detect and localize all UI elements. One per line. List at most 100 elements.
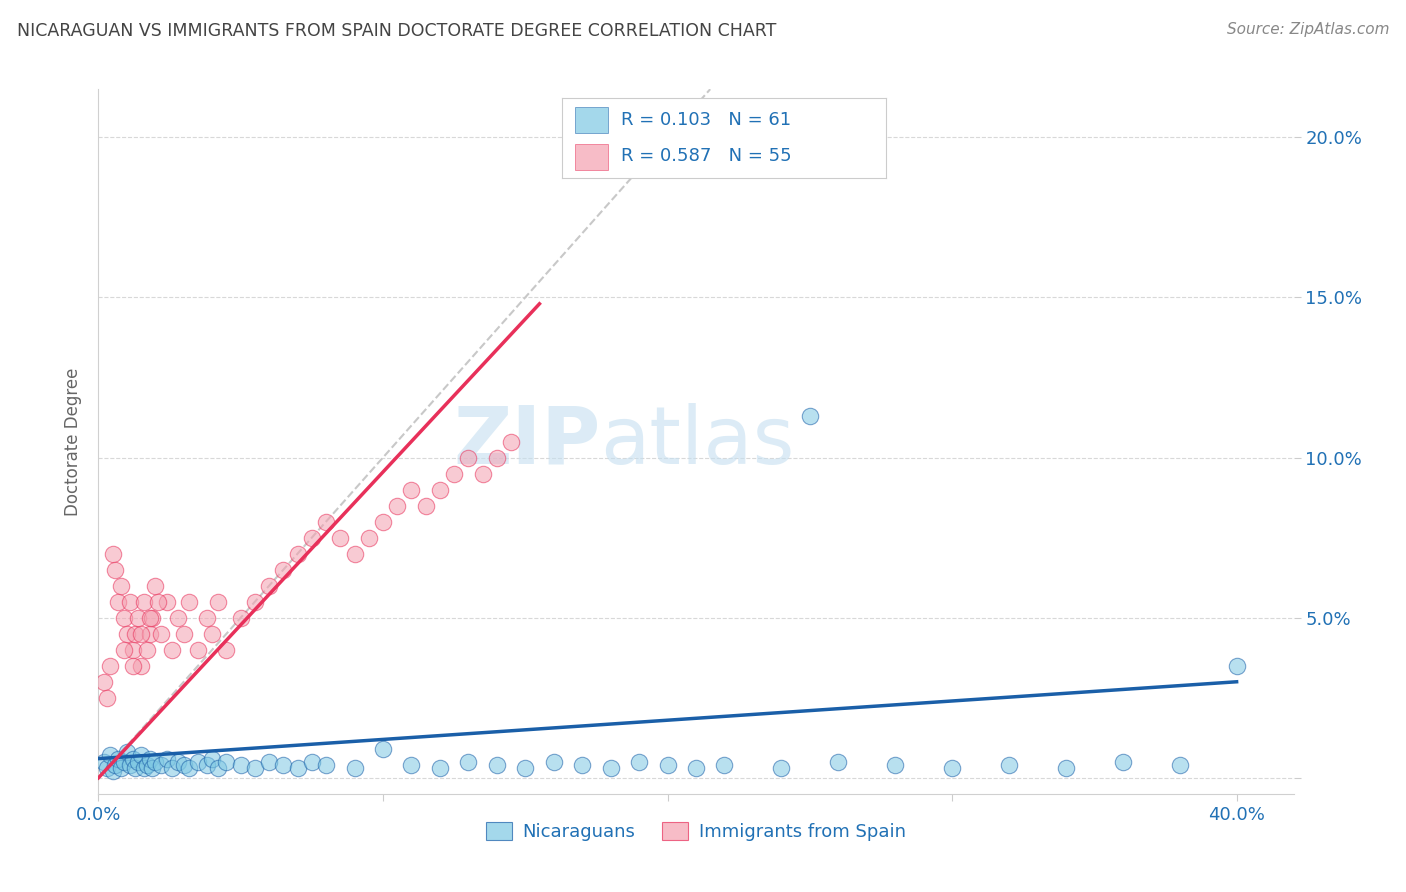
Point <box>112 755 135 769</box>
Point <box>301 531 323 545</box>
Text: atlas: atlas <box>600 402 794 481</box>
Point <box>195 758 218 772</box>
Text: ZIP: ZIP <box>453 402 600 481</box>
Point <box>156 751 179 765</box>
Point <box>329 531 352 545</box>
Point <box>129 748 152 763</box>
Point <box>201 626 224 640</box>
Point <box>118 595 141 609</box>
Point <box>827 755 849 769</box>
Point <box>93 755 115 769</box>
Point <box>187 755 209 769</box>
Point <box>884 758 907 772</box>
Text: R = 0.103   N = 61: R = 0.103 N = 61 <box>620 112 790 129</box>
Point <box>515 761 537 775</box>
Point <box>121 642 143 657</box>
Point <box>98 748 121 763</box>
Point <box>207 595 229 609</box>
Point <box>401 758 423 772</box>
Point <box>135 758 157 772</box>
Point <box>443 467 465 481</box>
Point <box>485 450 508 465</box>
Point <box>115 745 138 759</box>
Point <box>429 483 451 497</box>
Point <box>273 563 295 577</box>
Point <box>129 626 152 640</box>
Point <box>179 595 201 609</box>
Point <box>118 758 141 772</box>
Point <box>143 755 166 769</box>
Point <box>243 595 266 609</box>
Point <box>998 758 1021 772</box>
Point <box>543 755 565 769</box>
Point <box>770 761 793 775</box>
Point <box>162 761 184 775</box>
Point <box>243 761 266 775</box>
Point <box>287 761 309 775</box>
Point <box>401 483 423 497</box>
Point <box>124 626 146 640</box>
Point <box>104 563 127 577</box>
Point <box>107 595 129 609</box>
Point <box>1226 658 1249 673</box>
Point <box>571 758 593 772</box>
Point <box>315 758 337 772</box>
Point <box>110 579 132 593</box>
Point <box>429 761 451 775</box>
Point <box>215 642 238 657</box>
Point <box>457 450 479 465</box>
Point <box>257 579 280 593</box>
Point <box>713 758 735 772</box>
Point <box>132 595 155 609</box>
Point <box>343 547 366 561</box>
Point <box>150 758 173 772</box>
Point <box>104 758 127 772</box>
Point <box>315 515 337 529</box>
Point <box>173 626 195 640</box>
Point <box>229 758 252 772</box>
Point <box>1112 755 1135 769</box>
Point <box>287 547 309 561</box>
Point <box>229 610 252 624</box>
Y-axis label: Doctorate Degree: Doctorate Degree <box>63 368 82 516</box>
Point <box>148 595 170 609</box>
Point <box>1054 761 1077 775</box>
Point <box>141 761 163 775</box>
Point <box>121 658 143 673</box>
Point <box>179 761 201 775</box>
Point <box>150 626 173 640</box>
Point <box>628 755 651 769</box>
Point <box>96 761 118 775</box>
Point <box>110 761 132 775</box>
Point <box>207 761 229 775</box>
Point <box>115 626 138 640</box>
FancyBboxPatch shape <box>575 144 607 170</box>
Point <box>799 409 821 423</box>
Point <box>941 761 963 775</box>
Point <box>273 758 295 772</box>
Point <box>201 751 224 765</box>
Point <box>124 761 146 775</box>
Point <box>371 742 394 756</box>
Point <box>143 579 166 593</box>
FancyBboxPatch shape <box>575 107 607 134</box>
Point <box>132 761 155 775</box>
Point <box>127 610 149 624</box>
Point <box>93 674 115 689</box>
Point <box>112 642 135 657</box>
Point <box>167 610 190 624</box>
Point <box>156 595 179 609</box>
Text: R = 0.587   N = 55: R = 0.587 N = 55 <box>620 147 792 165</box>
Point <box>357 531 380 545</box>
Point <box>257 755 280 769</box>
Point <box>301 755 323 769</box>
Point <box>657 758 679 772</box>
Point <box>187 642 209 657</box>
Point <box>107 751 129 765</box>
Point <box>96 690 118 705</box>
Point <box>121 751 143 765</box>
Point <box>162 642 184 657</box>
Point <box>457 755 479 769</box>
Point <box>371 515 394 529</box>
Legend: Nicaraguans, Immigrants from Spain: Nicaraguans, Immigrants from Spain <box>479 815 912 848</box>
